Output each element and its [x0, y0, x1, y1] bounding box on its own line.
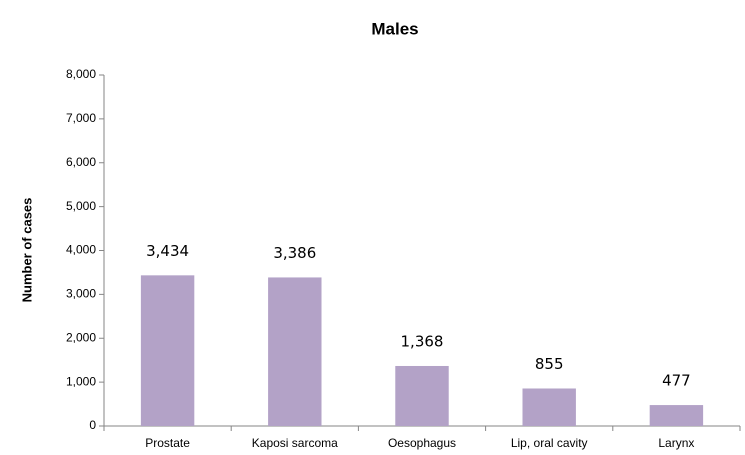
x-tick-label: Prostate [145, 436, 190, 450]
bar [140, 275, 195, 426]
y-tick-label: 5,000 [66, 199, 96, 213]
bar [268, 277, 322, 426]
x-tick-label: Lip, oral cavity [511, 436, 588, 450]
y-tick-label: 3,000 [66, 287, 96, 301]
y-tick-label: 2,000 [66, 330, 96, 344]
bar [522, 388, 576, 426]
x-tick-label: Kaposi sarcoma [252, 436, 338, 450]
data-label: 3,434 [146, 242, 189, 260]
y-tick-label: 7,000 [66, 111, 96, 125]
y-tick-label: 6,000 [66, 155, 96, 169]
data-label: 477 [662, 372, 691, 390]
data-label: 855 [535, 355, 564, 373]
y-tick-label: 8,000 [66, 67, 96, 81]
x-tick-label: Oesophagus [388, 436, 456, 450]
y-axis-label: Number of cases [19, 198, 34, 303]
y-tick-label: 0 [89, 418, 96, 432]
bar [649, 405, 704, 426]
data-label: 3,386 [273, 244, 316, 262]
y-tick-label: 4,000 [66, 243, 96, 257]
bar [395, 365, 449, 426]
chart-title: Males [371, 19, 418, 38]
data-label: 1,368 [401, 332, 444, 350]
x-tick-label: Larynx [658, 436, 694, 450]
y-tick-label: 1,000 [66, 374, 96, 388]
